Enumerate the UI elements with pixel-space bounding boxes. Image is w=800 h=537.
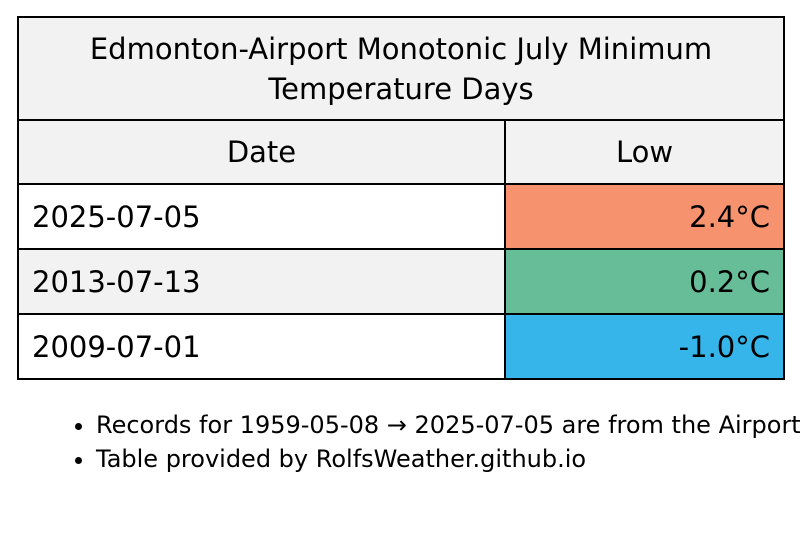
note-provider: Table provided by RolfsWeather.github.io xyxy=(96,442,800,476)
header-row: Date Low xyxy=(17,119,785,185)
row-date: 2013-07-13 xyxy=(17,248,506,315)
row-date: 2025-07-05 xyxy=(17,183,506,250)
row-date: 2009-07-01 xyxy=(17,313,506,380)
notes-list: Records for 1959-05-08 → 2025-07-05 are … xyxy=(48,408,800,476)
header-low: Low xyxy=(504,119,785,185)
records-table: Edmonton-Airport Monotonic July Minimum … xyxy=(17,16,785,380)
table-row: 2025-07-05 2.4°C xyxy=(17,183,785,250)
note-airport-range: Records for 1959-05-08 → 2025-07-05 are … xyxy=(96,408,800,442)
table-row: 2009-07-01 -1.0°C xyxy=(17,313,785,380)
row-low: -1.0°C xyxy=(504,313,785,380)
header-date: Date xyxy=(17,119,506,185)
row-low: 0.2°C xyxy=(504,248,785,315)
title-row: Edmonton-Airport Monotonic July Minimum … xyxy=(17,16,785,121)
row-low: 2.4°C xyxy=(504,183,785,250)
table-row: 2013-07-13 0.2°C xyxy=(17,248,785,315)
table-title: Edmonton-Airport Monotonic July Minimum … xyxy=(17,16,785,121)
